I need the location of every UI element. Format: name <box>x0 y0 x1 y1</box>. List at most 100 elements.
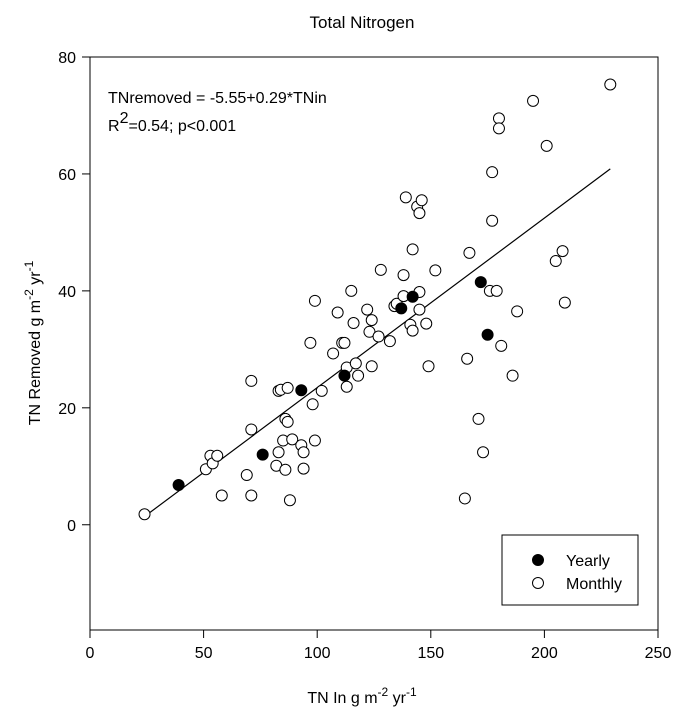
monthly-point <box>490 284 503 297</box>
monthly-point <box>399 191 412 204</box>
monthly-point <box>211 449 224 462</box>
y-axis-ticks: 0 20 40 60 80 <box>58 50 90 535</box>
legend: Yearly Monthly <box>501 534 639 606</box>
monthly-point <box>331 306 344 319</box>
x-tick-label: 250 <box>645 645 672 662</box>
monthly-point <box>486 166 499 179</box>
yearly-point <box>406 290 419 303</box>
legend-marker-yearly <box>532 554 544 566</box>
y-axis-label-mid: yr <box>27 271 44 289</box>
monthly-point <box>345 284 358 297</box>
yearly-point <box>172 478 185 491</box>
monthly-point <box>349 357 362 370</box>
monthly-point <box>492 112 505 125</box>
x-tick-label: 150 <box>417 645 444 662</box>
y-tick-label: 20 <box>58 401 76 418</box>
monthly-point <box>308 434 321 447</box>
monthly-point <box>297 462 310 475</box>
yearly-point <box>256 448 269 461</box>
x-axis-ticks: 0 50 100 150 200 250 <box>86 630 672 662</box>
monthly-point <box>338 336 351 349</box>
monthly-point <box>429 264 442 277</box>
y-tick-label: 0 <box>67 518 76 535</box>
legend-box <box>501 534 639 606</box>
monthly-point <box>527 94 540 107</box>
x-tick-label: 0 <box>86 645 95 662</box>
monthly-point <box>374 263 387 276</box>
monthly-point <box>138 508 151 521</box>
yearly-point <box>338 369 351 382</box>
monthly-point <box>215 489 228 502</box>
legend-label-yearly: Yearly <box>566 553 610 570</box>
monthly-point <box>413 303 426 316</box>
legend-marker-monthly <box>532 577 544 589</box>
y-axis-label: TN Removed g m-2 yr-1 <box>22 260 44 425</box>
monthly-point <box>372 330 385 343</box>
monthly-point <box>540 139 553 152</box>
monthly-point <box>365 360 378 373</box>
monthly-point <box>558 296 571 309</box>
yearly-point <box>481 328 494 341</box>
x-axis-label-mid: yr <box>388 690 406 707</box>
monthly-point <box>556 245 569 258</box>
monthly-point <box>406 243 419 256</box>
chart-title: Total Nitrogen <box>310 13 415 32</box>
monthly-point <box>549 255 562 268</box>
r-squared-prefix: R <box>108 118 120 135</box>
monthly-point <box>306 398 319 411</box>
monthly-point <box>347 317 360 330</box>
x-tick-label: 200 <box>531 645 558 662</box>
monthly-point <box>327 347 340 360</box>
monthly-point <box>365 314 378 327</box>
monthly-point <box>461 352 474 365</box>
x-axis-label-exp1: -2 <box>378 685 389 699</box>
monthly-point <box>240 469 253 482</box>
r-squared-rest: =0.54; p<0.001 <box>128 118 236 135</box>
yearly-point <box>395 302 408 315</box>
y-axis-label-exp1: -2 <box>22 289 36 300</box>
plot-frame <box>89 56 659 631</box>
monthly-point <box>281 415 294 428</box>
y-tick-label: 80 <box>58 50 76 67</box>
monthly-point <box>304 336 317 349</box>
monthly-point <box>397 269 410 282</box>
yearly-point <box>474 276 487 289</box>
monthly-point <box>315 384 328 397</box>
monthly-point <box>472 412 485 425</box>
yearly-point <box>295 384 308 397</box>
x-tick-label: 100 <box>304 645 331 662</box>
monthly-point <box>283 494 296 507</box>
monthly-point <box>279 463 292 476</box>
monthly-point <box>383 335 396 348</box>
data-points <box>138 78 617 521</box>
monthly-point <box>245 423 258 436</box>
monthly-point <box>477 446 490 459</box>
monthly-point <box>422 360 435 373</box>
y-axis-label-exp2: -1 <box>22 260 36 271</box>
monthly-point <box>286 433 299 446</box>
monthly-point <box>495 339 508 352</box>
monthly-point <box>486 214 499 227</box>
monthly-point <box>272 446 285 459</box>
monthly-point <box>413 207 426 220</box>
monthly-point <box>245 374 258 387</box>
x-axis-label-exp2: -1 <box>406 685 417 699</box>
x-axis-label: TN In g m-2 yr-1 <box>307 685 417 707</box>
y-tick-label: 40 <box>58 284 76 301</box>
x-tick-label: 50 <box>195 645 213 662</box>
monthly-point <box>420 317 433 330</box>
y-tick-label: 60 <box>58 167 76 184</box>
monthly-point <box>352 369 365 382</box>
monthly-point <box>604 78 617 91</box>
monthly-point <box>361 303 374 316</box>
legend-label-monthly: Monthly <box>566 576 622 593</box>
regression-equation: TNremoved = -5.55+0.29*TNin <box>108 90 327 107</box>
monthly-point <box>511 305 524 318</box>
monthly-point <box>458 492 471 505</box>
monthly-point <box>308 294 321 307</box>
monthly-point <box>415 194 428 207</box>
monthly-point <box>492 122 505 135</box>
monthly-point <box>297 446 310 459</box>
y-axis-label-base: TN Removed g m <box>27 300 44 425</box>
